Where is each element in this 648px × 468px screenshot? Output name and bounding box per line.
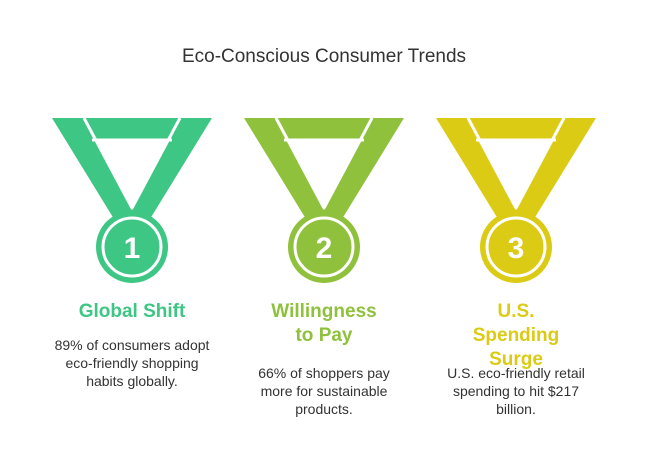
medal-heading: U.S. Spending Surge <box>472 301 560 370</box>
ribbon-right <box>319 118 404 232</box>
ribbon-top <box>276 118 372 140</box>
medal-1-icon: 1 <box>52 117 212 283</box>
page-title: Eco-Conscious Consumer Trends <box>181 46 467 67</box>
ribbon-right <box>511 118 596 232</box>
medal-2-icon: 2 <box>244 117 404 283</box>
medal-outer-ring <box>480 211 552 283</box>
medal-number: 2 <box>316 232 333 265</box>
ribbon-top <box>84 118 180 140</box>
ribbon-top <box>468 118 564 140</box>
medal-outer-ring <box>288 211 360 283</box>
ribbon-left <box>436 118 521 232</box>
ribbon-left <box>244 118 329 232</box>
medal-outer-ring <box>96 211 168 283</box>
medal-description: 89% of consumers adopt eco-friendly shop… <box>54 337 210 389</box>
ribbon-left <box>52 118 137 232</box>
medal-description: U.S. eco-friendly retail spending to hit… <box>447 365 585 417</box>
medal-3-icon: 3 <box>436 117 596 283</box>
medal-description: 66% of shoppers pay more for sustainable… <box>258 365 390 417</box>
ribbon-right <box>127 118 212 232</box>
medal-item-global-shift: 1 Global Shift 89% of consumers adopt ec… <box>32 100 232 460</box>
medal-item-willingness-to-pay: 2 Willingness to Pay 66% of shoppers pay… <box>224 100 424 460</box>
medal-number: 3 <box>508 232 525 265</box>
medal-item-us-spending-surge: 3 U.S. Spending Surge U.S. eco-friendly … <box>416 100 616 460</box>
medal-heading: Willingness to Pay <box>271 301 377 346</box>
medal-number: 1 <box>124 232 141 265</box>
medal-heading: Global Shift <box>78 301 186 322</box>
